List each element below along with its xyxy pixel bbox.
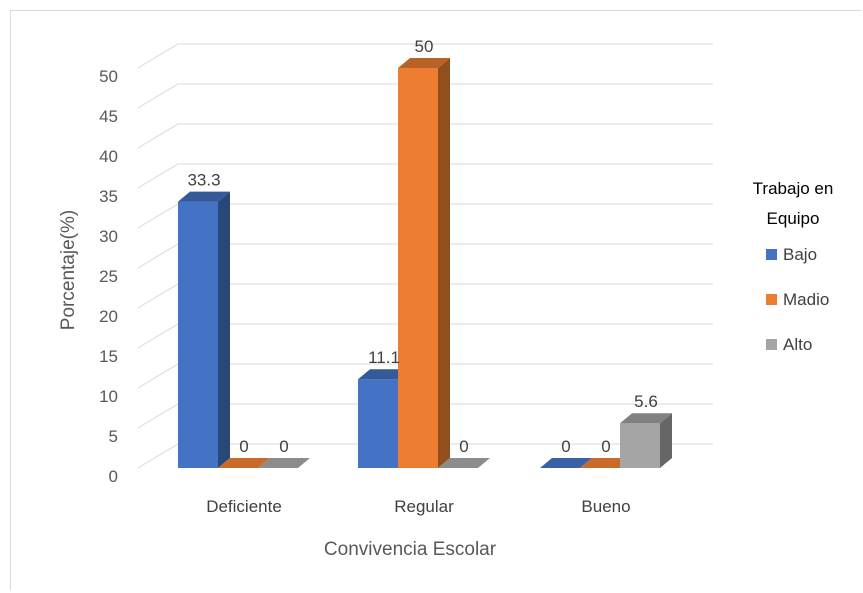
- bar-side: [660, 413, 672, 468]
- legend-item-bajo: Bajo: [766, 245, 817, 264]
- y-tick-label: 50: [99, 67, 118, 86]
- x-axis-title: Convivencia Escolar: [324, 539, 497, 560]
- y-axis-ticks: 0 5 10 15 20 25 30 35 40 45 50: [99, 67, 118, 486]
- gridline: [137, 123, 713, 149]
- bar-alto-regular: [438, 458, 490, 468]
- bar-alto-bueno: [620, 413, 672, 468]
- chart-frame: [10, 10, 861, 590]
- bar-top: [258, 458, 310, 468]
- legend-title-line1: Trabajo en: [753, 179, 834, 198]
- bar-top: [358, 369, 410, 380]
- bar-top: [398, 58, 450, 68]
- bar-front: [358, 379, 398, 468]
- legend-item-alto: Alto: [766, 335, 812, 354]
- y-tick-label: 15: [99, 347, 118, 366]
- bar-madio-deficiente: [218, 458, 270, 468]
- bar-bajo-deficiente: [178, 191, 230, 468]
- y-tick-label: 30: [99, 227, 118, 246]
- x-axis-categories: Deficiente Regular Bueno: [206, 497, 630, 516]
- x-category-label: Bueno: [581, 497, 630, 516]
- data-label: 0: [459, 437, 468, 456]
- bar-bajo-bueno: [540, 458, 592, 468]
- bar-top: [438, 458, 490, 468]
- bar-front: [178, 201, 218, 468]
- legend-label: Madio: [783, 290, 829, 309]
- y-tick-label: 0: [109, 467, 118, 486]
- bar-top: [178, 191, 230, 202]
- y-tick-label: 10: [99, 387, 118, 406]
- bar-front: [620, 423, 660, 468]
- x-category-label: Regular: [394, 497, 454, 516]
- y-tick-label: 20: [99, 307, 118, 326]
- gridline: [137, 43, 713, 69]
- y-tick-label: 40: [99, 147, 118, 166]
- bar-top: [620, 413, 672, 424]
- data-label: 0: [279, 437, 288, 456]
- legend-swatch: [766, 249, 777, 260]
- y-tick-label: 35: [99, 187, 118, 206]
- legend-swatch: [766, 339, 777, 350]
- legend-item-madio: Madio: [766, 290, 829, 309]
- legend-label: Alto: [783, 335, 812, 354]
- bar-top: [218, 458, 270, 468]
- y-tick-label: 25: [99, 267, 118, 286]
- bar-alto-deficiente: [258, 458, 310, 468]
- legend-swatch: [766, 294, 777, 305]
- bar-front: [398, 68, 438, 468]
- bar-top: [580, 458, 632, 468]
- bar-side: [218, 191, 230, 468]
- data-label: 33.3: [187, 171, 220, 190]
- bar-madio-regular: [398, 58, 450, 468]
- gridline: [137, 163, 713, 189]
- bars: [178, 58, 672, 468]
- y-tick-label: 5: [109, 427, 118, 446]
- data-label: 0: [239, 437, 248, 456]
- y-tick-label: 45: [99, 107, 118, 126]
- data-label: 5.6: [634, 392, 658, 411]
- data-label: 0: [601, 437, 610, 456]
- y-axis-title: Porcentaje(%): [58, 210, 79, 330]
- bar-top: [540, 458, 592, 468]
- bar-side: [438, 58, 450, 468]
- data-label: 0: [561, 437, 570, 456]
- bar-madio-bueno: [580, 458, 632, 468]
- data-label: 50: [415, 37, 434, 56]
- legend-label: Bajo: [783, 245, 817, 264]
- legend-title-line2: Equipo: [767, 209, 820, 228]
- legend: Trabajo en Equipo Bajo Madio Alto: [753, 179, 834, 354]
- data-labels: 33.3 0 0 11.1 50 0 0 0 5.6: [187, 37, 657, 456]
- data-label: 11.1: [368, 348, 400, 367]
- gridline: [137, 83, 713, 109]
- x-category-label: Deficiente: [206, 497, 282, 516]
